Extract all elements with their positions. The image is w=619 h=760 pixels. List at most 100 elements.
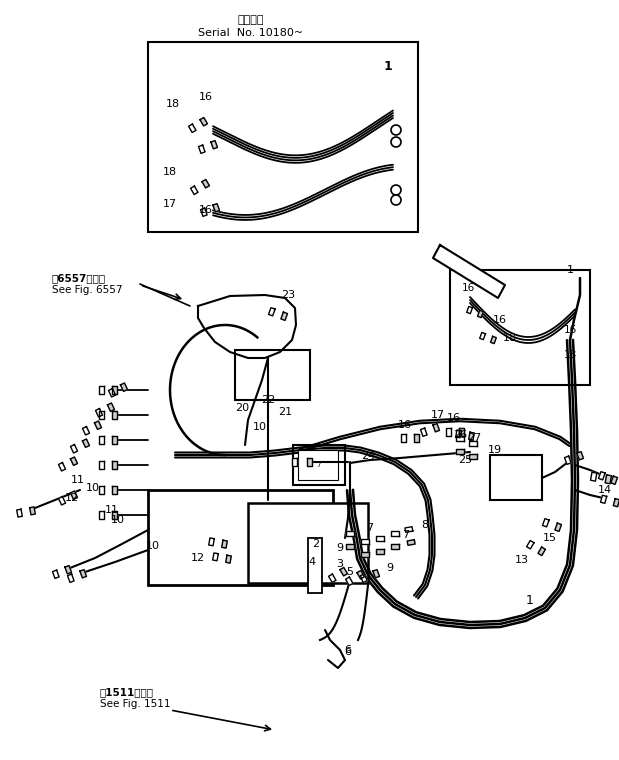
Polygon shape <box>490 337 496 344</box>
Polygon shape <box>113 511 117 518</box>
Polygon shape <box>99 411 103 419</box>
Polygon shape <box>222 540 227 548</box>
Polygon shape <box>209 538 214 546</box>
Text: 22: 22 <box>261 395 275 405</box>
Polygon shape <box>59 496 66 505</box>
Bar <box>293 445 345 485</box>
Polygon shape <box>191 186 198 195</box>
Polygon shape <box>53 570 59 578</box>
Text: 16: 16 <box>461 283 475 293</box>
Polygon shape <box>292 458 297 466</box>
Polygon shape <box>82 426 90 435</box>
Polygon shape <box>213 553 219 561</box>
Polygon shape <box>345 577 353 585</box>
Polygon shape <box>113 411 117 419</box>
Bar <box>490 455 542 500</box>
Text: 14: 14 <box>598 485 612 495</box>
Polygon shape <box>407 540 415 545</box>
Polygon shape <box>469 432 474 440</box>
Text: 第1511図参照: 第1511図参照 <box>100 687 154 697</box>
Text: 16: 16 <box>199 92 213 102</box>
Polygon shape <box>99 486 103 493</box>
Text: 6: 6 <box>345 645 352 655</box>
Text: 26: 26 <box>453 430 467 440</box>
Polygon shape <box>329 574 336 582</box>
Text: 1: 1 <box>384 61 392 74</box>
Text: 9: 9 <box>337 543 344 553</box>
Circle shape <box>391 125 401 135</box>
Text: 1: 1 <box>566 265 573 275</box>
Polygon shape <box>113 386 117 394</box>
Text: 12: 12 <box>191 553 205 563</box>
Polygon shape <box>340 568 347 576</box>
Polygon shape <box>213 204 220 212</box>
Text: 1: 1 <box>526 594 534 606</box>
Text: 12: 12 <box>65 493 79 503</box>
Text: 10: 10 <box>86 483 100 493</box>
Polygon shape <box>99 461 103 469</box>
Polygon shape <box>446 429 451 435</box>
Text: 21: 21 <box>278 407 292 417</box>
Bar <box>148 490 333 585</box>
Polygon shape <box>281 312 287 321</box>
Text: 16: 16 <box>199 205 213 215</box>
Polygon shape <box>542 518 549 527</box>
Polygon shape <box>108 388 116 397</box>
Polygon shape <box>121 383 128 391</box>
Polygon shape <box>113 461 117 469</box>
Text: See Fig. 1511: See Fig. 1511 <box>100 699 170 709</box>
Bar <box>298 450 338 480</box>
Polygon shape <box>467 306 472 314</box>
Polygon shape <box>71 445 77 453</box>
Text: 24: 24 <box>361 451 375 461</box>
Polygon shape <box>360 574 367 582</box>
Text: 18: 18 <box>563 350 577 360</box>
Polygon shape <box>456 449 464 454</box>
Polygon shape <box>95 421 102 429</box>
Text: 7: 7 <box>366 523 373 533</box>
Circle shape <box>391 137 401 147</box>
Polygon shape <box>269 308 275 316</box>
Polygon shape <box>361 553 368 557</box>
Text: 13: 13 <box>515 555 529 565</box>
Polygon shape <box>99 511 103 518</box>
Polygon shape <box>373 569 379 578</box>
Polygon shape <box>307 458 312 466</box>
Polygon shape <box>71 457 77 465</box>
Polygon shape <box>456 436 464 441</box>
Polygon shape <box>420 428 427 436</box>
Polygon shape <box>67 574 74 582</box>
Polygon shape <box>71 491 77 499</box>
Polygon shape <box>613 499 619 507</box>
Text: 6: 6 <box>345 647 352 657</box>
Bar <box>308 538 322 593</box>
Circle shape <box>391 195 401 205</box>
Polygon shape <box>17 509 22 517</box>
Text: See Fig. 6557: See Fig. 6557 <box>52 285 123 295</box>
Polygon shape <box>30 507 35 515</box>
Text: 第6557図参照: 第6557図参照 <box>52 273 106 283</box>
Polygon shape <box>565 456 571 464</box>
Polygon shape <box>477 310 483 318</box>
Polygon shape <box>376 549 384 554</box>
Polygon shape <box>95 409 103 417</box>
Polygon shape <box>200 118 207 126</box>
Polygon shape <box>599 472 605 480</box>
Polygon shape <box>433 245 505 298</box>
Polygon shape <box>527 540 534 549</box>
Text: 4: 4 <box>308 557 316 567</box>
Circle shape <box>391 185 401 195</box>
Text: 25: 25 <box>458 455 472 465</box>
Text: 10: 10 <box>111 515 125 525</box>
Text: 16: 16 <box>493 315 507 325</box>
Polygon shape <box>82 439 90 448</box>
Polygon shape <box>591 472 597 481</box>
Text: 3: 3 <box>337 559 344 569</box>
Text: 11: 11 <box>71 475 85 485</box>
Polygon shape <box>391 544 399 549</box>
Polygon shape <box>202 179 209 188</box>
Text: 27: 27 <box>467 433 481 443</box>
Text: 7: 7 <box>402 530 410 540</box>
Text: 16: 16 <box>563 325 577 335</box>
Bar <box>248 503 368 583</box>
